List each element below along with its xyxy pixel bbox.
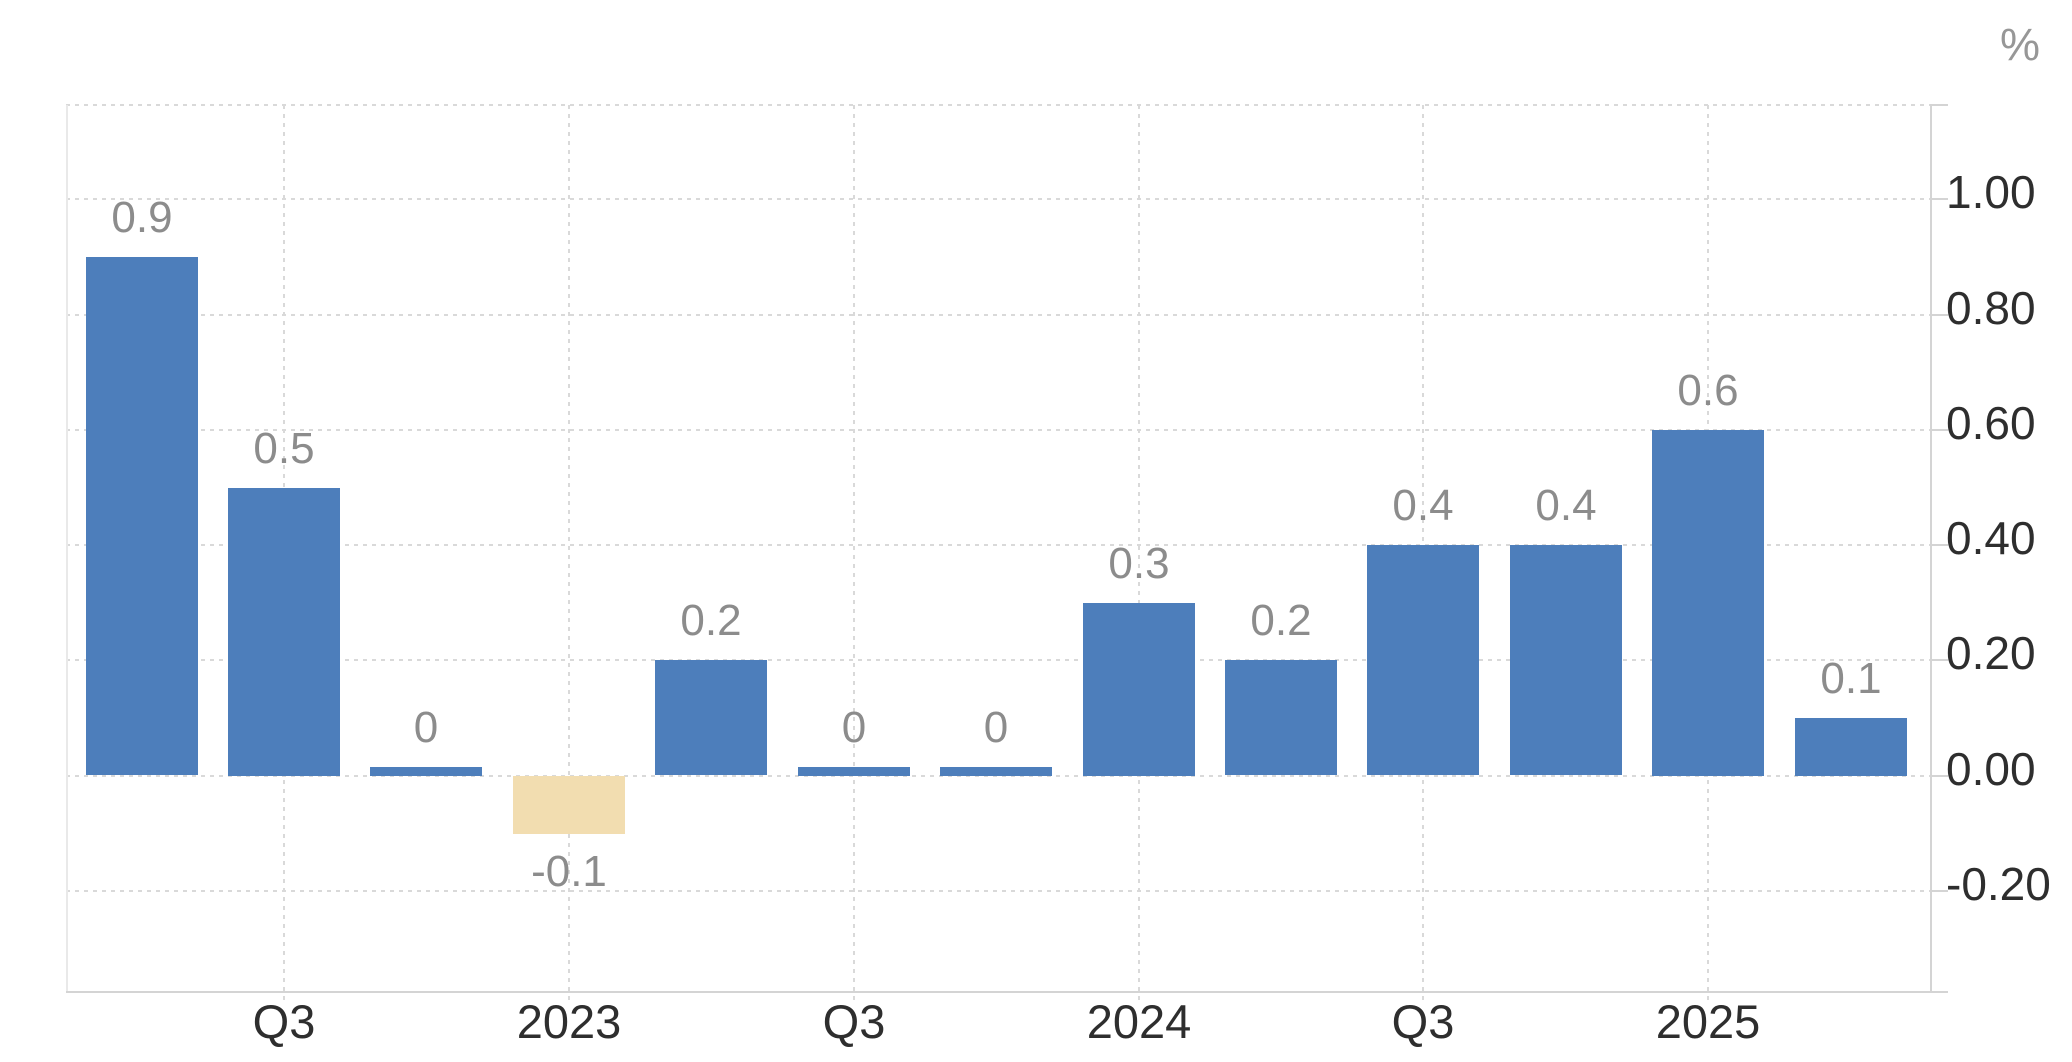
y-axis-tick [1930, 544, 1948, 546]
bar-2024-Q4[interactable] [1510, 545, 1622, 775]
h-gridline [66, 544, 1930, 546]
v-gridline [1138, 105, 1140, 1004]
h-gridline [66, 890, 1930, 892]
y-axis-label: 0.40 [1946, 512, 2036, 564]
bar-2023-Q3[interactable] [798, 767, 910, 776]
bar-2024-Q2[interactable] [1225, 660, 1337, 775]
bar-value-label: 0.4 [1535, 481, 1597, 530]
x-axis-label: 2024 [1086, 995, 1192, 1048]
x-axis-label: Q3 [252, 995, 316, 1048]
bar-2023-Q4[interactable] [940, 767, 1052, 776]
bar-value-label: 0 [983, 703, 1009, 752]
y-axis-label: 0.60 [1946, 397, 2036, 449]
bar-value-label: 0 [841, 703, 867, 752]
h-gridline [66, 659, 1930, 661]
bar-value-label: 0.2 [680, 596, 742, 645]
v-gridline [853, 105, 855, 1004]
bar-value-label: 0 [413, 703, 439, 752]
x-axis-label: 2025 [1655, 995, 1761, 1048]
y-axis-tick [1930, 314, 1948, 316]
y-axis-unit-label: % [1999, 19, 2040, 70]
y-axis-label: 0.00 [1946, 743, 2036, 795]
bar-value-label: 0.1 [1820, 654, 1882, 703]
h-gridline [66, 314, 1930, 316]
y-axis-tick [1930, 198, 1948, 200]
bar-2024-Q1[interactable] [1083, 603, 1195, 776]
y-axis-tick [1930, 775, 1948, 777]
bar-2022-Q3[interactable] [228, 488, 340, 776]
bar-value-label: 0.5 [253, 424, 315, 473]
y-axis-label: 1.00 [1946, 166, 2036, 218]
x-axis-label: Q3 [1391, 995, 1455, 1048]
x-axis-line [66, 991, 1948, 993]
bar-value-label: -0.1 [531, 847, 607, 896]
bar-value-label: 0.6 [1677, 366, 1739, 415]
y-axis-tick [1930, 104, 1948, 106]
y-axis-line [1930, 105, 1932, 993]
x-axis-label: 2023 [516, 995, 622, 1048]
y-axis-label: -0.20 [1946, 858, 2051, 910]
plot-left-border [66, 105, 68, 991]
bar-value-label: 0.2 [1250, 596, 1312, 645]
v-gridline [568, 105, 570, 1004]
bar-value-label: 0.9 [111, 193, 173, 242]
y-axis-label: 0.80 [1946, 282, 2036, 334]
h-gridline [66, 429, 1930, 431]
h-gridline [66, 775, 1930, 777]
bar-2024-Q3[interactable] [1367, 545, 1479, 775]
bar-value-label: 0.3 [1108, 539, 1170, 588]
y-axis-tick [1930, 429, 1948, 431]
bar-2025-Q2[interactable] [1795, 718, 1907, 776]
bar-2023-Q1[interactable] [513, 776, 625, 834]
x-axis-label: Q3 [822, 995, 886, 1048]
bar-value-label: 0.4 [1392, 481, 1454, 530]
y-axis-tick [1930, 890, 1948, 892]
h-gridline [66, 198, 1930, 200]
bar-2023-Q2[interactable] [655, 660, 767, 775]
y-axis-tick [1930, 659, 1948, 661]
plot-top-border [66, 104, 1930, 106]
bar-2022-Q4[interactable] [370, 767, 482, 776]
bar-2025-Q1[interactable] [1652, 430, 1764, 776]
y-axis-label: 0.20 [1946, 627, 2036, 679]
bar-2022-Q2[interactable] [86, 257, 198, 775]
